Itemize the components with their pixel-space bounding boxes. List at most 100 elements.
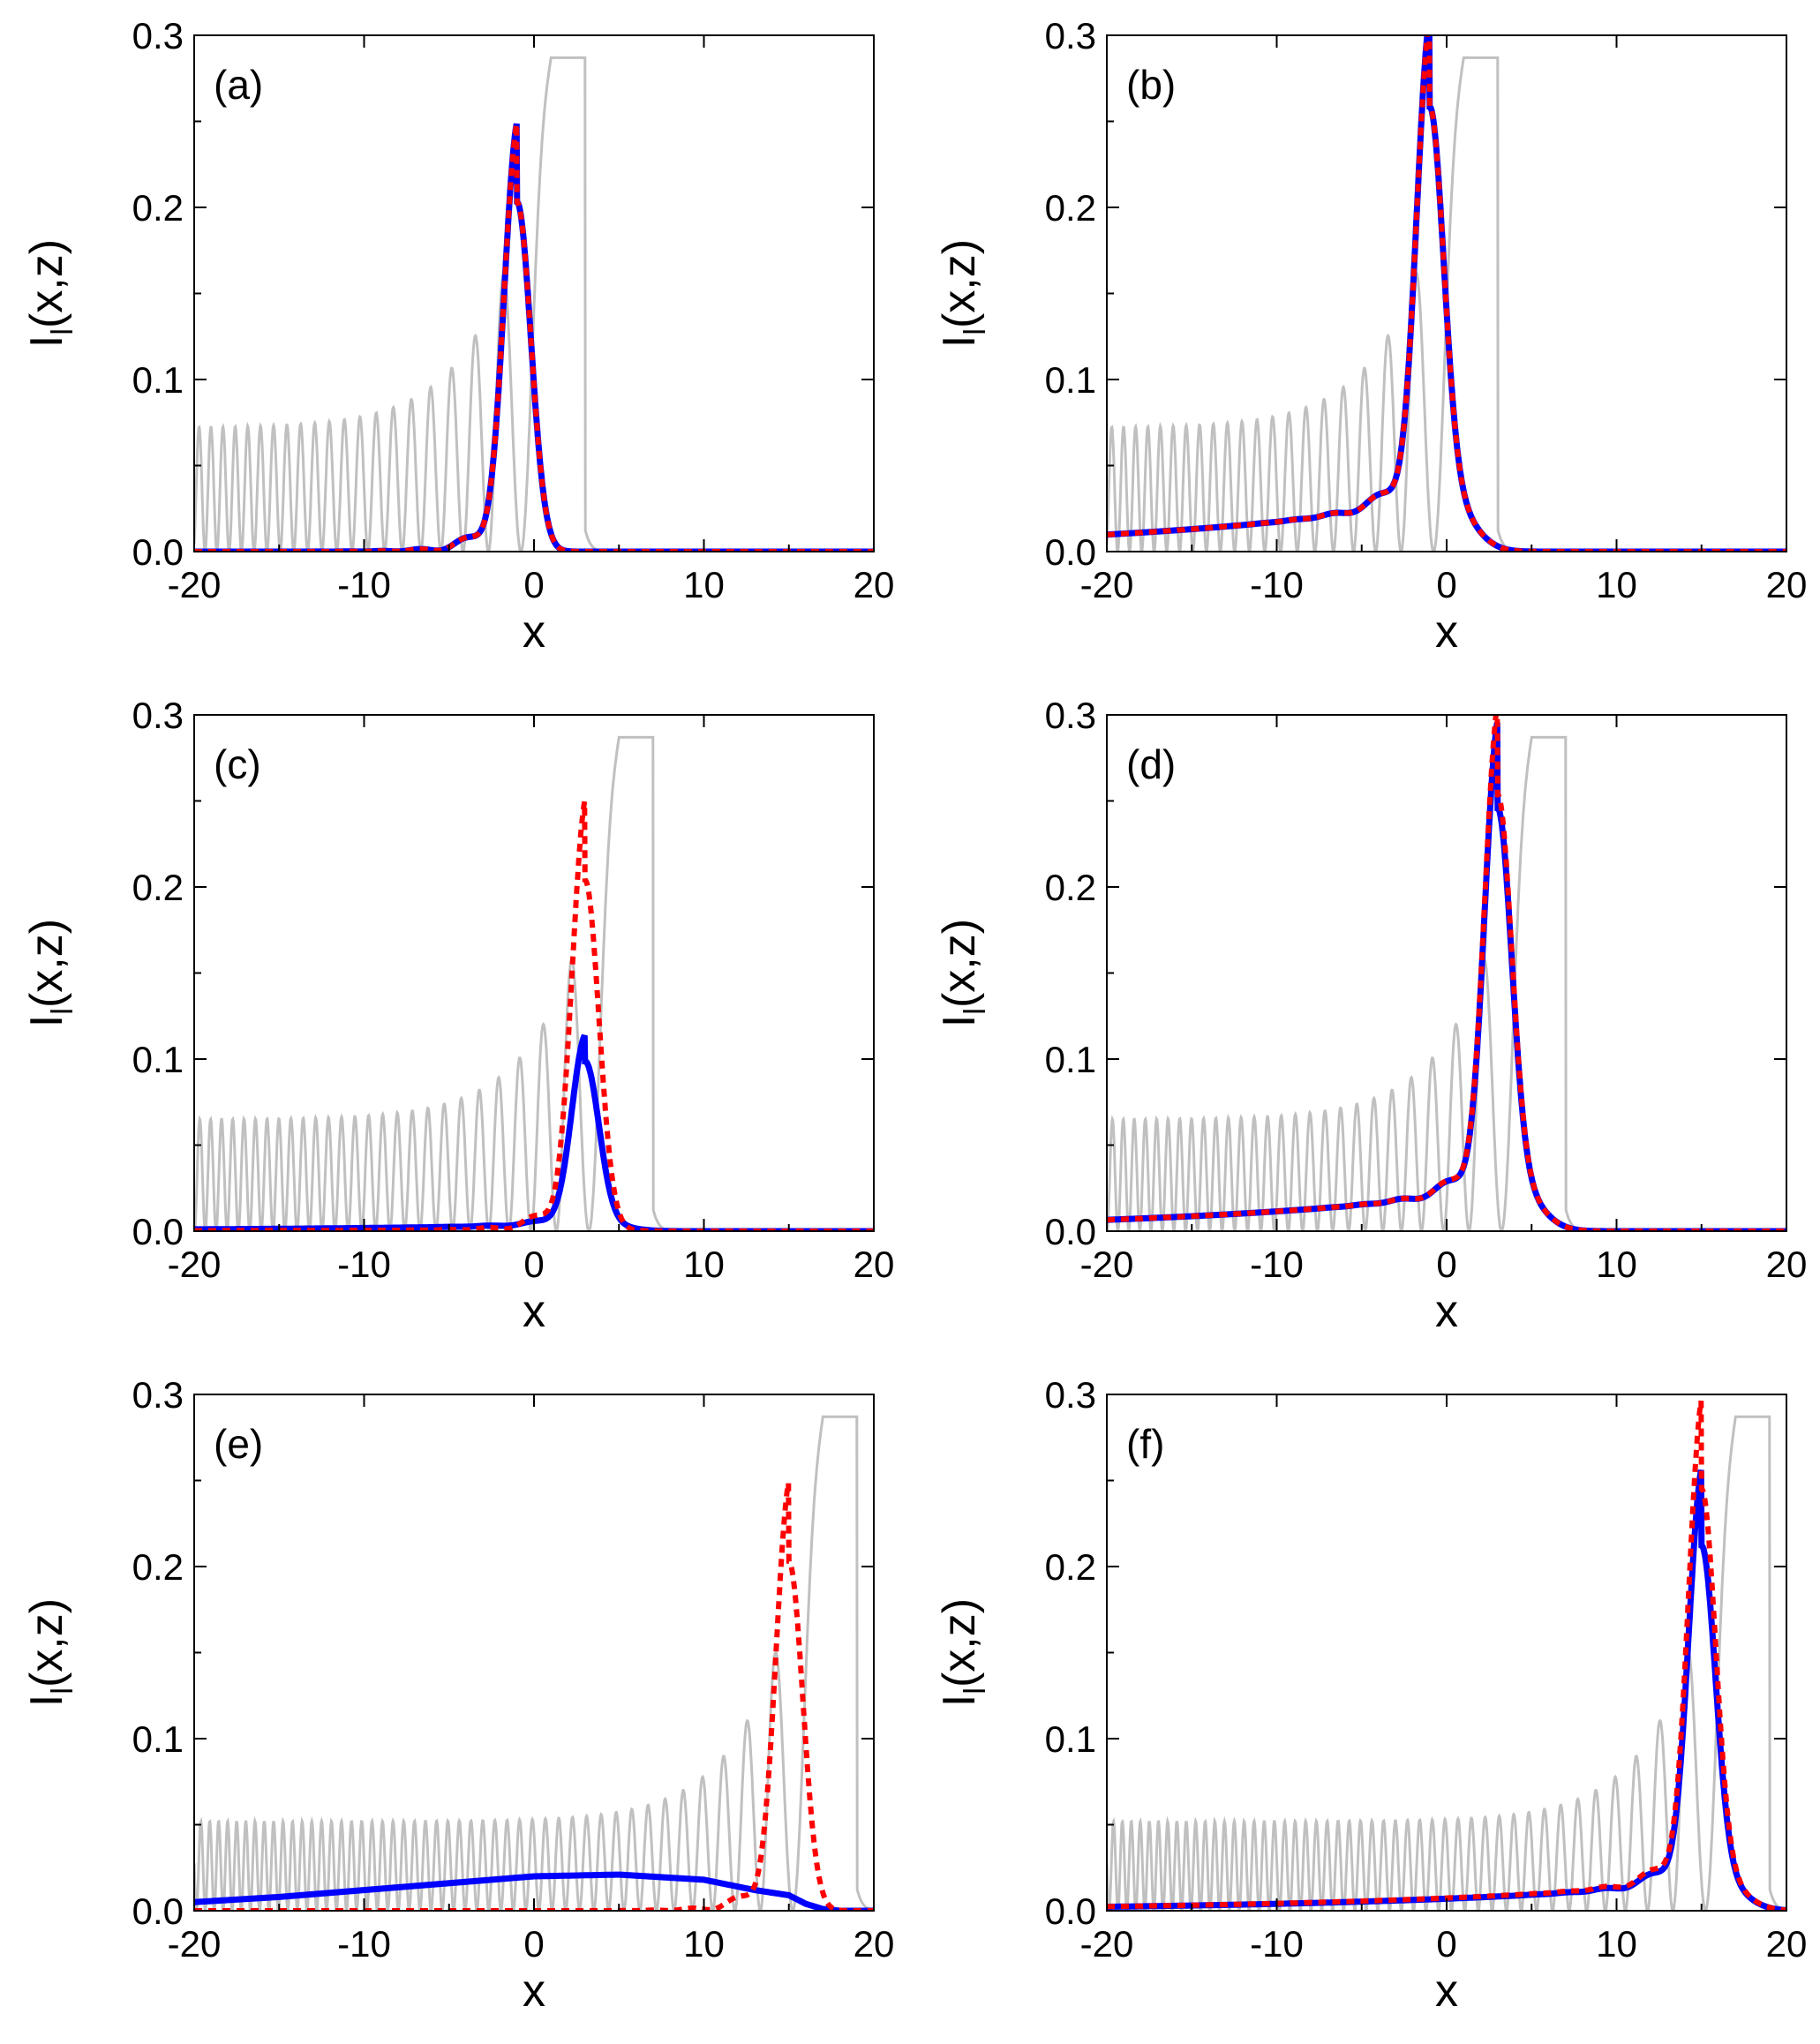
y-tick-label: 0.1 [132,1718,184,1760]
x-tick-label: 20 [1766,1923,1808,1965]
y-axis-title: Il(x,z) [934,919,992,1027]
red-dotted-line [194,800,874,1231]
y-axis-title: Il(x,z) [21,919,79,1027]
y-axis-title: Il(x,z) [21,239,79,348]
y-tick-label: 0.1 [1045,1718,1096,1760]
y-axis-title-sub: l [959,328,992,335]
red-dotted-line [194,1482,874,1911]
x-axis-title: x [523,1965,545,2017]
red-dotted-line [1107,715,1786,1231]
y-axis-title-tail: (x,z) [934,239,985,328]
x-axis-title: x [523,1286,545,1337]
y-tick-label: 0.3 [132,15,184,56]
y-tick-label: 0.2 [132,1546,184,1588]
chart-panel-d: -20 -10 0 10 20 0.0 0.1 0.2 0.3 x Il(x,z) (d) [934,695,1807,1337]
y-tick-label: 0.3 [1045,695,1096,736]
x-tick-label: -10 [1250,564,1304,605]
y-tick-label: 0.3 [132,1374,184,1416]
y-axis-title-sub: l [46,1008,79,1015]
x-tick-label: 20 [1766,564,1808,605]
y-tick-label: 0.2 [132,187,184,229]
x-tick-label: -20 [1080,1244,1134,1285]
y-axis-title-main: I [21,1695,72,1707]
y-tick-label: 0.1 [132,1039,184,1080]
y-tick-label: 0.1 [1045,1039,1096,1080]
x-tick-label: -10 [1250,1923,1304,1965]
gray-reference-line [194,735,874,1231]
y-tick-label: 0.0 [1045,531,1096,573]
y-axis-title-sub: l [959,1008,992,1015]
chart-panel-e: -20 -10 0 10 20 0.0 0.1 0.2 0.3 x Il(x,z) (e) [21,1374,894,2017]
x-tick-label: 20 [854,1923,895,1965]
x-tick-label: -20 [1080,564,1134,605]
y-axis-title-sub: l [46,328,79,335]
x-tick-label: -20 [168,564,222,605]
plot-frame [1106,714,1787,1232]
x-tick-label: 0 [1436,1244,1456,1285]
panel-label: (f) [1126,1421,1164,1467]
y-tick-label: 0.1 [1045,359,1096,401]
plot-area [1107,715,1786,1231]
y-axis-title-main: I [934,1695,985,1707]
y-axis-title-main: I [934,1015,985,1027]
x-tick-label: -10 [337,1244,391,1285]
x-tick-label: 10 [683,1923,725,1965]
y-axis-title: Il(x,z) [934,239,992,348]
panel-label: (e) [214,1421,263,1467]
y-axis-title-main: I [21,335,72,348]
x-tick-label: 0 [523,1244,544,1285]
panel-label: (b) [1126,62,1176,108]
x-tick-label: -20 [168,1244,222,1285]
y-tick-label: 0.2 [132,867,184,908]
y-axis-title: Il(x,z) [21,1598,79,1707]
gray-reference-line [194,1415,874,1911]
x-tick-label: 0 [523,564,544,605]
y-axis-title-tail: (x,z) [21,1598,72,1687]
y-tick-label: 0.2 [1045,867,1096,908]
blue-solid-line [194,1871,874,1911]
y-axis-title-tail: (x,z) [934,1598,985,1687]
y-axis-title-tail: (x,z) [21,239,72,328]
x-tick-label: 20 [854,564,895,605]
y-tick-label: 0.2 [1045,1546,1096,1588]
x-tick-label: 10 [683,1244,725,1285]
x-tick-label: -10 [337,1923,391,1965]
y-axis-title-tail: (x,z) [934,919,985,1008]
x-axis-title: x [1435,606,1458,658]
red-dotted-line [1107,1400,1786,1911]
y-tick-label: 0.3 [132,695,184,736]
plot-area [194,1415,874,1911]
x-tick-label: 10 [1596,1923,1637,1965]
x-tick-label: -20 [168,1923,222,1965]
y-tick-label: 0.2 [1045,187,1096,229]
x-tick-label: 20 [854,1244,895,1285]
y-axis-title-main: I [21,1015,72,1027]
plot-area [1107,35,1786,552]
x-tick-label: 10 [1596,1244,1637,1285]
chart-panel-b: -20 -10 0 10 20 0.0 0.1 0.2 0.3 x Il(x,z) (b) [934,15,1807,658]
y-tick-label: 0.3 [1045,1374,1096,1416]
red-dotted-line [194,123,874,552]
x-tick-label: 20 [1766,1244,1808,1285]
y-axis-title-sub: l [959,1687,992,1695]
plot-area [1107,1400,1786,1911]
x-tick-label: 0 [1436,1923,1456,1965]
y-tick-label: 0.3 [1045,15,1096,56]
panel-label: (a) [214,62,263,108]
x-tick-label: 0 [523,1923,544,1965]
x-tick-label: 10 [683,564,725,605]
x-tick-label: -10 [337,564,391,605]
x-axis-title: x [523,606,545,658]
gray-reference-line [1107,735,1786,1231]
x-tick-label: -10 [1250,1244,1304,1285]
plot-area [194,56,874,552]
chart-panel-a: -20 -10 0 10 20 0.0 0.1 0.2 0.3 x Il(x,z) (a) [21,15,894,658]
x-tick-label: 0 [1436,564,1456,605]
chart-panel-c: -20 -10 0 10 20 0.0 0.1 0.2 0.3 x Il(x,z) (c) [21,695,894,1337]
y-tick-label: 0.1 [132,359,184,401]
y-axis-title-sub: l [46,1687,79,1695]
x-axis-title: x [1435,1965,1458,2017]
plot-area [194,735,874,1231]
x-tick-label: 10 [1596,564,1637,605]
